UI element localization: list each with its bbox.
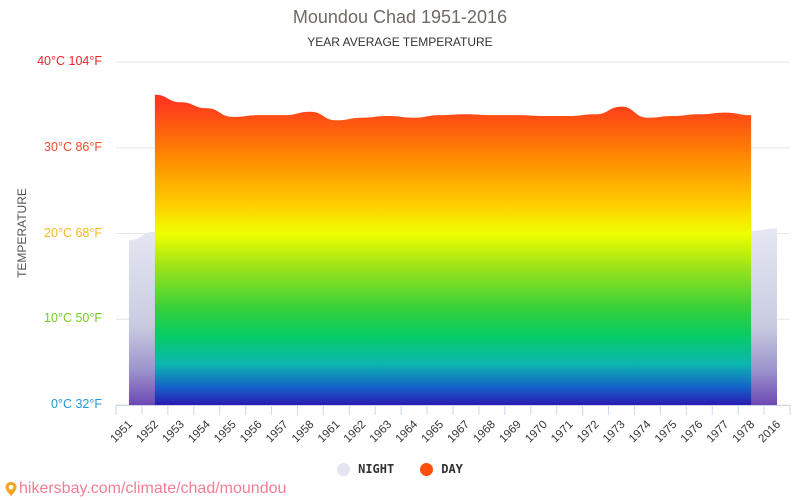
legend-item-night[interactable]: NIGHT [337,462,394,476]
x-tick-label: 1972 [575,419,602,446]
x-tick-label: 1970 [523,419,550,446]
x-tick-label: 1975 [653,419,680,446]
source-link-text: hikersbay.com/climate/chad/moundou [19,480,287,497]
legend-label-night: NIGHT [358,462,395,476]
x-tick-label: 2016 [757,419,784,446]
legend-label-day: DAY [441,462,463,476]
x-tick-label: 1962 [342,419,369,446]
x-tick-label: 1956 [238,419,265,446]
x-tick-label: 1952 [134,419,161,446]
x-tick-label: 1963 [368,419,395,446]
y-tick-label: 20°C 68°F [44,225,102,240]
x-tick-label: 1969 [497,419,524,446]
x-tick-label: 1954 [186,418,213,445]
y-tick-label: 0°C 32°F [51,397,102,411]
x-tick-label: 1951 [109,419,136,446]
day-series-area [154,94,752,406]
x-tick-label: 1955 [212,419,239,446]
x-tick-label: 1976 [679,419,706,446]
legend-item-day[interactable]: DAY [420,462,463,476]
x-tick-label: 1977 [705,419,732,446]
y-tick-label: 30°C 86°F [44,139,102,154]
x-tick-label: 1964 [394,418,421,445]
x-tick-label: 1967 [446,419,473,446]
x-tick-label: 1973 [601,419,628,446]
legend: NIGHT DAY [0,462,800,476]
map-pin-icon [5,482,17,496]
day-dot-icon [420,462,434,476]
plot-area: 1951 1952 1953 1954 1955 1956 1957 1958 1961 1962… [109,61,791,446]
x-tick-label: 1961 [316,419,343,446]
y-tick-label: 10°C 50°F [44,311,102,326]
x-tick-label: 1974 [627,418,654,445]
x-tick-label: 1957 [264,419,291,446]
x-tick-label: 1968 [471,419,498,446]
x-tick-label: 1958 [290,419,317,446]
x-tick-label: 1971 [549,419,576,446]
source-link[interactable]: hikersbay.com/climate/chad/moundou [4,480,286,498]
y-tick-label: 40°C 104°F [37,54,102,68]
x-tick-label: 1965 [420,419,447,446]
chart-subtitle: YEAR AVERAGE TEMPERATURE [307,35,493,49]
x-tick-label: 1953 [160,419,187,446]
x-axis: 1951 1952 1953 1954 1955 1956 1957 1958 1961 1962… [109,405,791,446]
chart-title: Moundou Chad 1951-2016 [292,7,508,27]
night-dot-icon [337,462,351,476]
x-tick-label: 1978 [731,419,758,446]
